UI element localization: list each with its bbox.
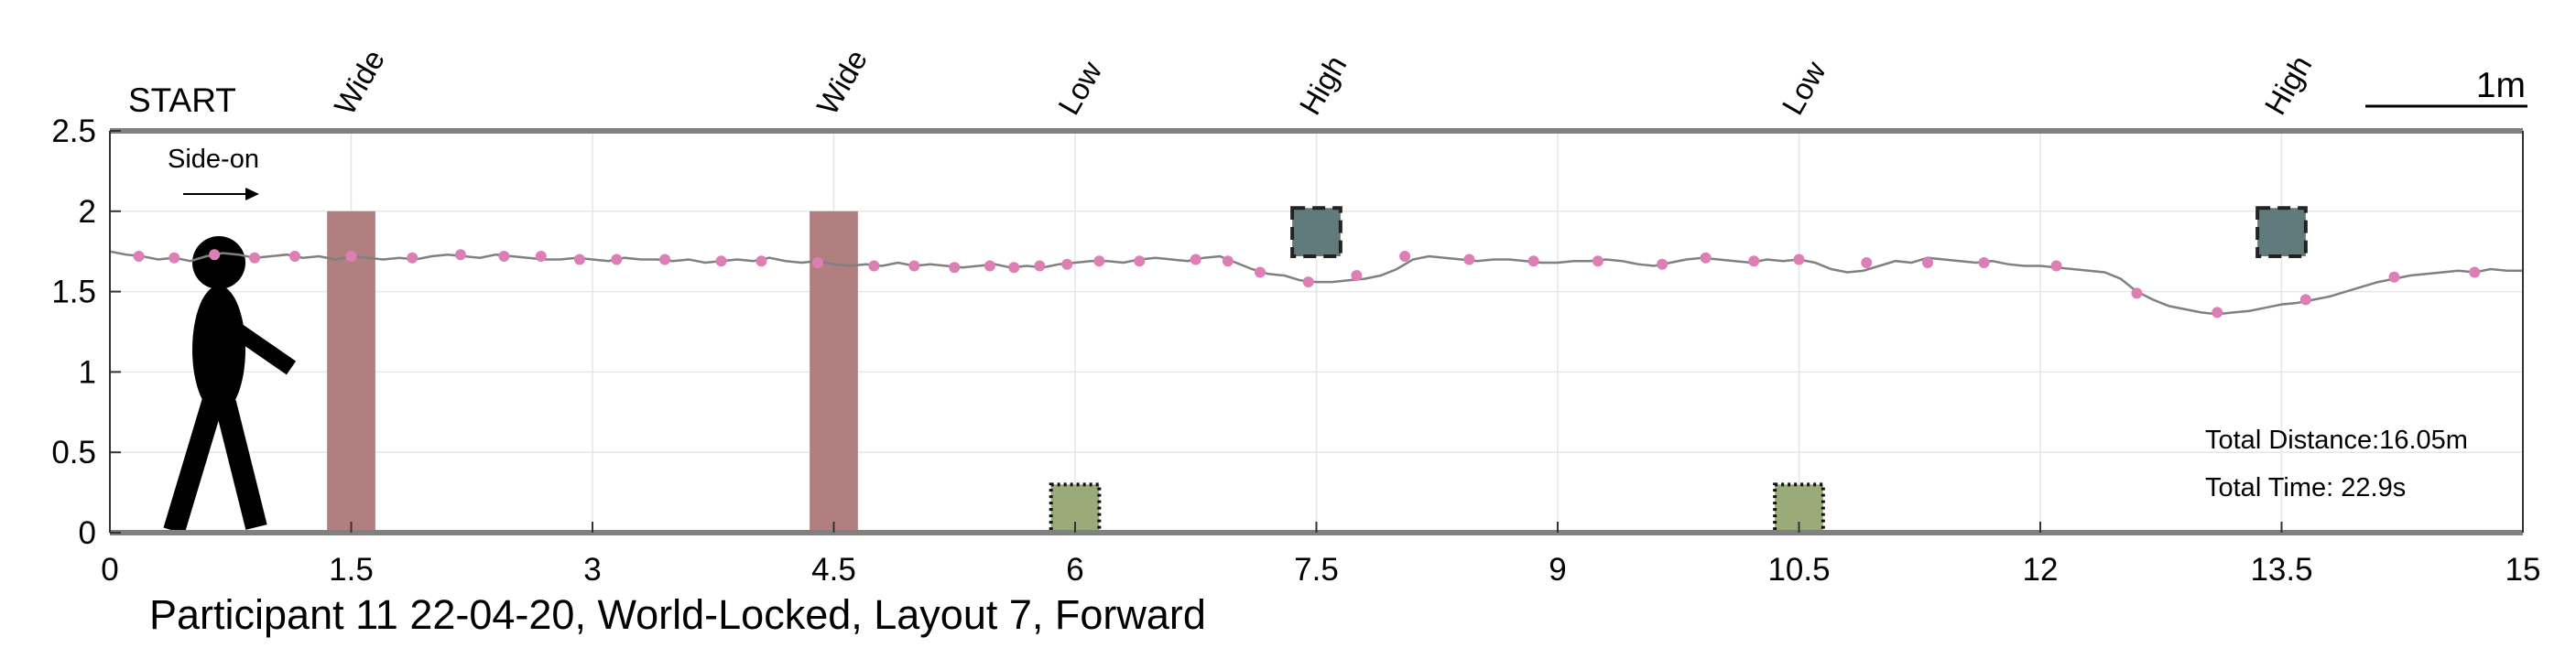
walker-leg-left: [163, 399, 223, 535]
trajectory-marker-40: [1978, 256, 1990, 268]
total-time-annotation: Total Time: 22.9s: [2205, 473, 2406, 502]
trajectory-marker-31: [1463, 254, 1475, 265]
trajectory-marker-33: [1592, 255, 1603, 267]
trajectory-marker-6: [407, 252, 418, 264]
trajectory-marker-1: [168, 252, 180, 264]
direction-arrow: [183, 188, 259, 200]
trajectory-marker-15: [811, 256, 823, 268]
trajectory-marker-39: [1922, 256, 1934, 268]
trajectory-marker-4: [289, 250, 301, 262]
trajectory-marker-29: [1351, 270, 1363, 282]
trajectory-marker-5: [345, 250, 357, 262]
trajectory-marker-43: [2212, 307, 2223, 319]
y-tick-label-3: 1.5: [51, 275, 96, 310]
trajectory-marker-27: [1255, 266, 1266, 278]
trajectory-marker-12: [659, 254, 671, 265]
trajectory-marker-23: [1093, 255, 1105, 267]
trajectory-marker-9: [535, 250, 547, 262]
walker-figure: [163, 236, 297, 535]
trajectory-marker-35: [1700, 252, 1712, 264]
trajectory-marker-14: [755, 255, 767, 267]
trajectory-marker-10: [573, 254, 585, 265]
x-tick-label-8: 12: [2023, 552, 2059, 588]
trajectory-marker-25: [1190, 254, 1201, 265]
trajectory-marker-20: [1008, 262, 1020, 274]
trajectory-marker-18: [949, 262, 961, 274]
trajectory-marker-38: [1861, 256, 1873, 268]
x-tick-label-2: 3: [583, 552, 601, 588]
wide-obstacle-0: [327, 211, 375, 534]
walker-head: [192, 236, 245, 289]
trajectory-marker-44: [2299, 294, 2311, 306]
total-distance-annotation: Total Distance:16.05m: [2205, 426, 2468, 455]
x-tick-label-6: 9: [1549, 552, 1566, 588]
trajectory-marker-19: [984, 260, 995, 272]
trajectory-marker-30: [1399, 250, 1411, 262]
trajectory-marker-11: [611, 254, 623, 265]
x-tick-label-9: 13.5: [2250, 552, 2312, 588]
scale-bar-label: 1m: [2476, 66, 2526, 105]
start-label: START: [128, 81, 236, 119]
trajectory-marker-37: [1793, 254, 1805, 265]
x-tick-label-0: 0: [101, 552, 118, 588]
trajectory-marker-21: [1034, 260, 1046, 272]
direction-label: Side-on: [168, 145, 259, 174]
trajectory-marker-45: [2388, 271, 2400, 283]
high-obstacle-5: [2255, 206, 2308, 258]
trajectory-marker-42: [2131, 287, 2143, 299]
trajectory-marker-28: [1302, 276, 1314, 288]
walker-arm: [223, 318, 297, 375]
trajectory-marker-16: [868, 260, 880, 272]
x-tick-label-7: 10.5: [1767, 552, 1830, 588]
x-tick-label-5: 7.5: [1294, 552, 1339, 588]
trajectory-marker-2: [209, 249, 221, 261]
trajectory-marker-7: [454, 249, 466, 261]
trajectory-marker-22: [1061, 258, 1073, 270]
trajectory-marker-8: [498, 250, 510, 262]
trajectory-marker-0: [133, 250, 145, 262]
x-tick-label-4: 6: [1066, 552, 1083, 588]
y-tick-label-0: 0: [79, 515, 96, 551]
y-tick-label-5: 2.5: [51, 113, 96, 149]
trajectory-marker-26: [1222, 255, 1234, 267]
y-tick-label-4: 2: [79, 194, 96, 230]
trajectory-marker-24: [1134, 255, 1146, 267]
walker-leg-right: [214, 400, 267, 530]
x-tick-label-3: 4.5: [811, 552, 856, 588]
trajectory-marker-34: [1657, 258, 1668, 270]
trajectory-marker-3: [249, 252, 261, 264]
trajectory-marker-46: [2469, 266, 2481, 278]
walker-body: [192, 286, 245, 414]
trajectory-line-0: [109, 250, 2523, 316]
trajectory-marker-41: [2050, 260, 2062, 272]
y-tick-label-2: 1: [79, 354, 96, 390]
chart-caption: Participant 11 22-04-20, World-Locked, L…: [149, 591, 1206, 638]
x-tick-label-1: 1.5: [329, 552, 374, 588]
trajectory-marker-32: [1527, 255, 1539, 267]
trajectory-marker-36: [1748, 255, 1760, 267]
y-tick-label-1: 0.5: [51, 435, 96, 470]
trajectory-marker-13: [715, 255, 727, 267]
high-obstacle-4: [1290, 206, 1342, 258]
trajectory-marker-17: [908, 260, 920, 272]
x-tick-label-10: 15: [2505, 552, 2541, 588]
